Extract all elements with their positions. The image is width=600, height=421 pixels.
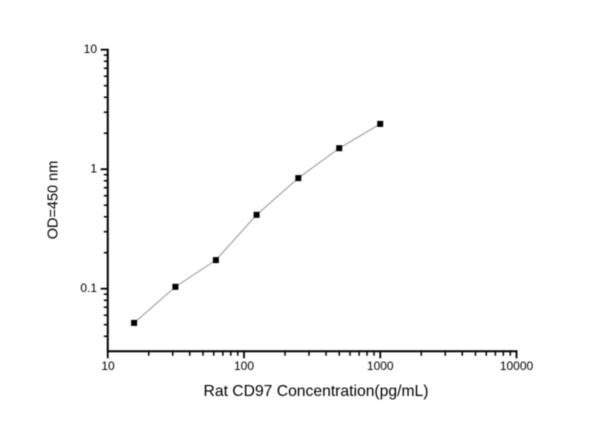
svg-text:10000: 10000 (500, 359, 534, 373)
svg-text:1: 1 (90, 162, 97, 176)
svg-text:100: 100 (234, 359, 254, 373)
svg-text:Rat CD97 Concentration(pg/mL): Rat CD97 Concentration(pg/mL) (204, 383, 429, 400)
svg-text:OD=450 nm: OD=450 nm (46, 161, 62, 240)
svg-text:1000: 1000 (367, 359, 394, 373)
svg-text:10: 10 (101, 359, 115, 373)
svg-text:0.1: 0.1 (80, 281, 97, 295)
svg-text:10: 10 (84, 42, 98, 56)
